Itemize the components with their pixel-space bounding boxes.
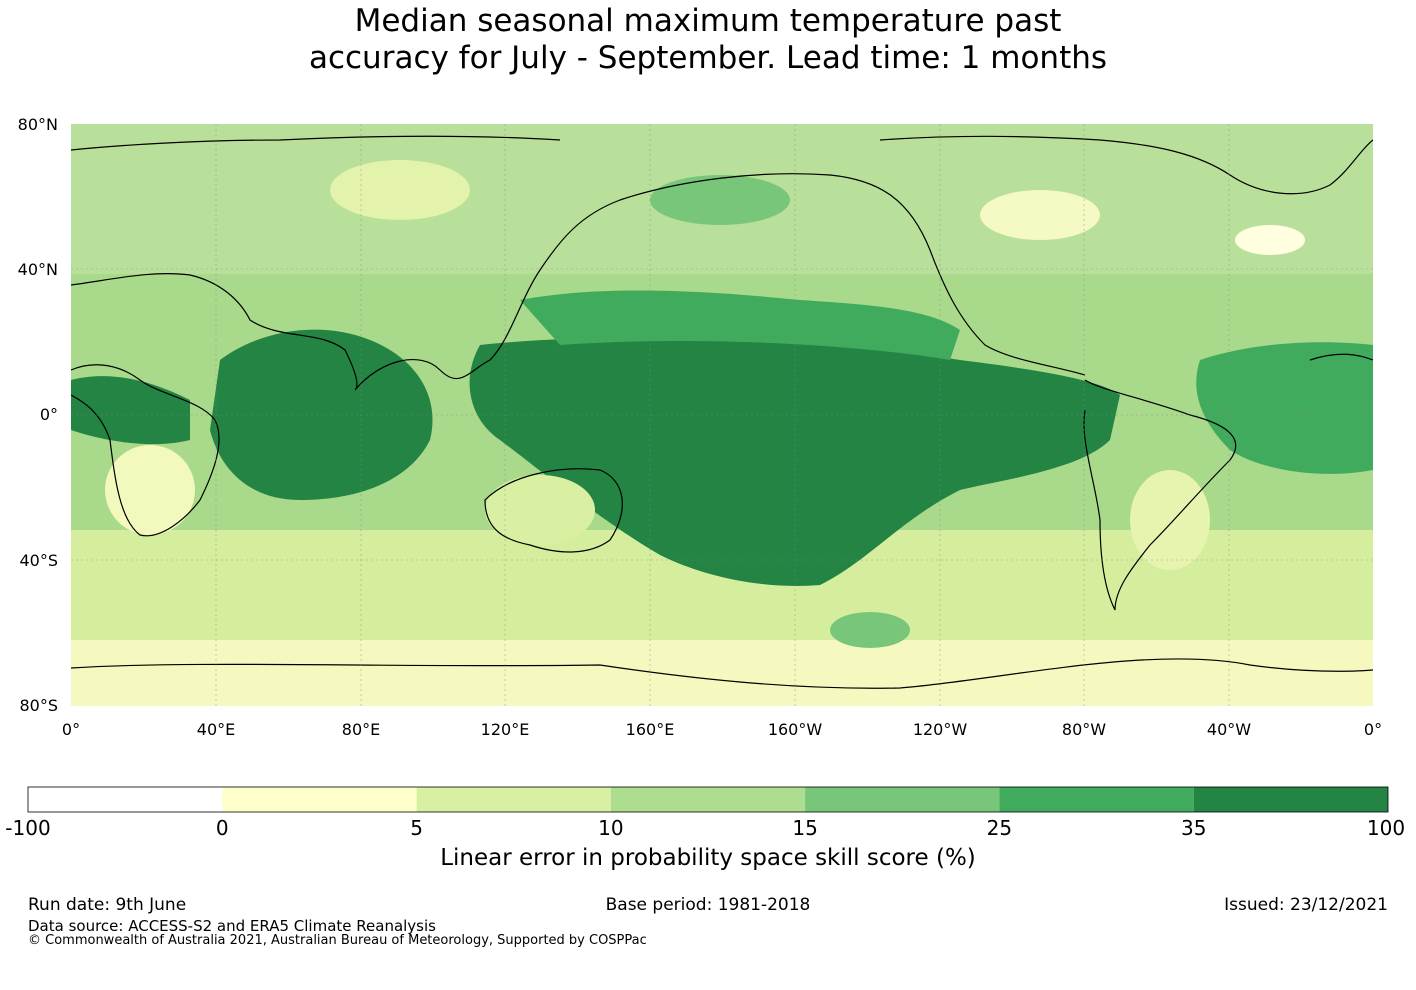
atlantic-low-skill-patch <box>1235 225 1305 255</box>
colorbar-segment <box>222 787 417 812</box>
north-america-low-skill <box>980 190 1100 240</box>
colorbar-tick-label: 25 <box>987 816 1012 840</box>
colorbar-tick-label: -100 <box>5 816 50 840</box>
issued-date: Issued: 23/12/2021 <box>1224 895 1388 915</box>
lon-label-40e: 40°E <box>197 720 235 739</box>
colorbar-outline <box>27 786 1389 813</box>
atlantic-tropic-skill <box>1196 342 1373 474</box>
colorbar-segment <box>805 787 1000 812</box>
lon-label-0-right: 0° <box>1364 720 1382 739</box>
colorbar-tick-label: 15 <box>792 816 817 840</box>
map-title-line-2: accuracy for July - September. Lead time… <box>308 40 1108 76</box>
map-title-line-1: Median seasonal maximum temperature past <box>354 3 1062 39</box>
lon-label-160w: 160°W <box>768 720 823 739</box>
lon-label-80w: 80°W <box>1062 720 1106 739</box>
run-date: Run date: 9th June <box>28 895 187 915</box>
colorbar-segment <box>999 787 1194 812</box>
lon-label-160e: 160°E <box>626 720 675 739</box>
data-source: Data source: ACCESS-S2 and ERA5 Climate … <box>28 917 436 935</box>
colorbar-title: Linear error in probability space skill … <box>440 845 976 871</box>
copyright: © Commonwealth of Australia 2021, Austra… <box>28 933 647 948</box>
colorbar-segment <box>416 787 611 812</box>
colorbar-tick-label: 100 <box>1367 816 1405 840</box>
colorbar-tick-label: 5 <box>410 816 423 840</box>
lat-label-40n: 40°N <box>18 260 58 279</box>
southern-africa-low-skill <box>105 445 195 535</box>
colorbar-segment <box>610 787 806 812</box>
north-pacific-skill-region <box>520 290 960 360</box>
lat-label-0: 0° <box>40 405 58 424</box>
coastlines <box>71 135 1373 689</box>
colorbar-tick-label: 0 <box>216 816 229 840</box>
lat-label-40s: 40°S <box>19 551 58 570</box>
lat-label-80s: 80°S <box>19 696 58 715</box>
west-africa-skill <box>71 376 190 445</box>
lon-label-120e: 120°E <box>481 720 530 739</box>
pacific-high-skill-region <box>469 337 1120 586</box>
gridlines <box>71 124 1373 706</box>
lat-label-80n: 80°N <box>18 115 58 134</box>
colorbar-tick-label: 10 <box>598 816 623 840</box>
north-pacific-patch <box>650 175 790 225</box>
lon-label-80e: 80°E <box>342 720 380 739</box>
lon-label-120w: 120°W <box>913 720 968 739</box>
lon-label-0-left: 0° <box>62 720 80 739</box>
colorbar: -100 0 5 10 15 25 35 100 <box>5 786 1405 840</box>
colorbar-segment <box>28 787 223 812</box>
southern-ocean-patch <box>830 612 910 648</box>
lon-label-40w: 40°W <box>1207 720 1251 739</box>
australia-patch <box>485 475 595 545</box>
base-period: Base period: 1981-2018 <box>605 895 811 915</box>
colorbar-segment <box>1193 787 1388 812</box>
antarctic-band <box>71 640 1373 706</box>
asia-low-skill <box>330 160 470 220</box>
colorbar-tick-label: 35 <box>1181 816 1206 840</box>
skill-map-panel <box>71 124 1373 706</box>
